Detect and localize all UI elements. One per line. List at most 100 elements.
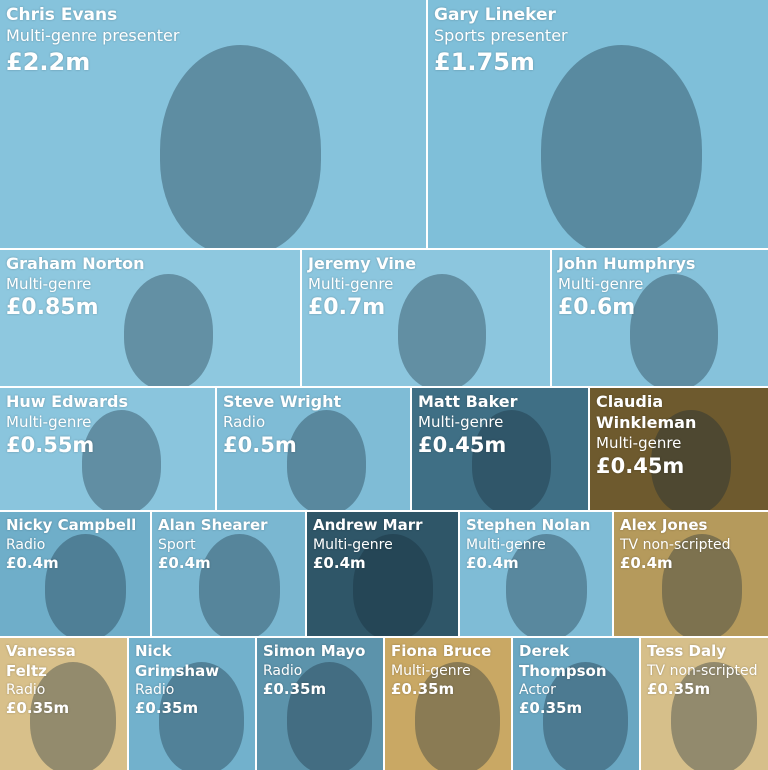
portrait-shape [630,274,719,386]
person-tile: Graham Norton Multi-genre £0.85m [0,250,300,386]
person-name: Steve Wright [223,392,342,411]
person-role: Multi-genre [6,412,92,431]
person-name: Simon Mayo [263,642,366,660]
person-role: Multi-genre presenter [6,26,180,46]
portrait-shape [286,661,373,770]
person-tile: Tess Daly TV non-scripted £0.35m [641,638,768,770]
person-role: Actor [519,682,556,698]
person-role: TV non-scripted [647,662,758,679]
portrait-shape [472,409,552,510]
person-name: Derek Thompson [519,642,607,680]
person-name: Huw Edwards [6,392,128,411]
person-pay: £0.6m [558,295,636,321]
person-tile: Alan Shearer Sport £0.4m [152,512,305,636]
person-name: Alex Jones [620,516,708,534]
person-pay: £0.4m [466,553,519,572]
person-tile: Jeremy Vine Multi-genre £0.7m [302,250,550,386]
portrait-shape [506,534,587,636]
portrait-shape [124,274,213,386]
person-name: Vanessa Feltz [6,642,76,680]
portrait-shape [30,661,117,770]
person-pay: £0.35m [647,679,711,698]
portrait-shape [542,661,629,770]
person-role: Radio [223,412,266,431]
person-role: Radio [135,682,175,698]
person-name: Chris Evans [6,5,118,25]
person-pay: £2.2m [6,47,91,76]
portrait-shape [414,661,501,770]
person-role: Radio [6,536,46,553]
tile-row: Graham Norton Multi-genre £0.85m Jeremy Vin… [0,250,768,386]
portrait-shape [661,534,743,636]
person-pay: £0.5m [223,433,297,458]
person-role: Multi-genre [308,274,394,293]
person-role: Radio [6,682,46,698]
person-name: Tess Daly [647,642,726,660]
person-tile: Fiona Bruce Multi-genre £0.35m [385,638,511,770]
tile-row: Chris Evans Multi-genre presenter £2.2m Gar… [0,0,768,248]
person-pay: £0.85m [6,295,99,321]
person-name: Fiona Bruce [391,642,492,660]
person-tile: John Humphrys Multi-genre £0.6m [552,250,768,386]
person-name: Stephen Nolan [466,516,591,534]
person-role: Sport [158,536,196,553]
person-name: Andrew Marr [313,516,423,534]
person-name: Matt Baker [418,392,518,411]
person-tile: Nicky Campbell Radio £0.4m [0,512,150,636]
portrait-shape [158,661,245,770]
person-name: John Humphrys [558,254,696,273]
person-role: Multi-genre [391,662,471,679]
person-tile: Chris Evans Multi-genre presenter £2.2m [0,0,426,248]
person-pay: £0.4m [620,553,673,572]
tile-row: Vanessa Feltz Radio £0.35m Nick Grimshaw Rad… [0,638,768,770]
portrait-shape [651,409,731,510]
person-pay: £0.7m [308,295,386,321]
person-role: Multi-genre [418,412,504,431]
person-name: Nick Grimshaw [135,642,220,680]
person-pay: £0.45m [596,454,685,479]
portrait-shape [159,44,322,248]
person-role: Multi-genre [6,274,92,293]
portrait-shape [198,534,280,636]
person-name: Alan Shearer [158,516,268,534]
person-name: Gary Lineker [434,5,556,25]
person-name: Nicky Campbell [6,516,137,534]
person-pay: £0.45m [418,433,507,458]
person-role: Multi-genre [466,536,546,553]
person-tile: Simon Mayo Radio £0.35m [257,638,383,770]
person-pay: £0.35m [391,679,455,698]
portrait-shape [352,534,434,636]
person-role: TV non-scripted [620,536,731,553]
portrait-shape [81,409,161,510]
person-name: Jeremy Vine [308,254,417,273]
portrait-shape [671,661,758,770]
person-role: Radio [263,662,303,679]
person-pay: £0.35m [6,699,70,718]
person-pay: £1.75m [434,47,535,76]
person-tile: Andrew Marr Multi-genre £0.4m [307,512,458,636]
portrait-shape [286,409,366,510]
portrait-shape [540,44,702,248]
person-tile: Claudia Winkleman Multi-genre £0.45m [590,388,768,510]
person-tile: Derek Thompson Actor £0.35m [513,638,639,770]
person-tile: Steve Wright Radio £0.5m [217,388,410,510]
portrait-shape [397,274,486,386]
person-role: Multi-genre [558,274,644,293]
tile-row: Nicky Campbell Radio £0.4m Alan Shearer Spor… [0,512,768,636]
person-pay: £0.35m [519,699,583,718]
person-tile: Huw Edwards Multi-genre £0.55m [0,388,215,510]
person-tile: Alex Jones TV non-scripted £0.4m [614,512,768,636]
person-tile: Gary Lineker Sports presenter £1.75m [428,0,768,248]
person-pay: £0.4m [6,553,59,572]
person-role: Multi-genre [313,536,393,553]
person-tile: Nick Grimshaw Radio £0.35m [129,638,255,770]
person-tile: Stephen Nolan Multi-genre £0.4m [460,512,612,636]
person-pay: £0.4m [158,553,211,572]
person-role: Sports presenter [434,26,568,46]
person-pay: £0.55m [6,433,95,458]
person-pay: £0.4m [313,553,366,572]
tile-row: Huw Edwards Multi-genre £0.55m Steve Wright… [0,388,768,510]
person-name: Graham Norton [6,254,145,273]
person-role: Multi-genre [596,433,682,452]
